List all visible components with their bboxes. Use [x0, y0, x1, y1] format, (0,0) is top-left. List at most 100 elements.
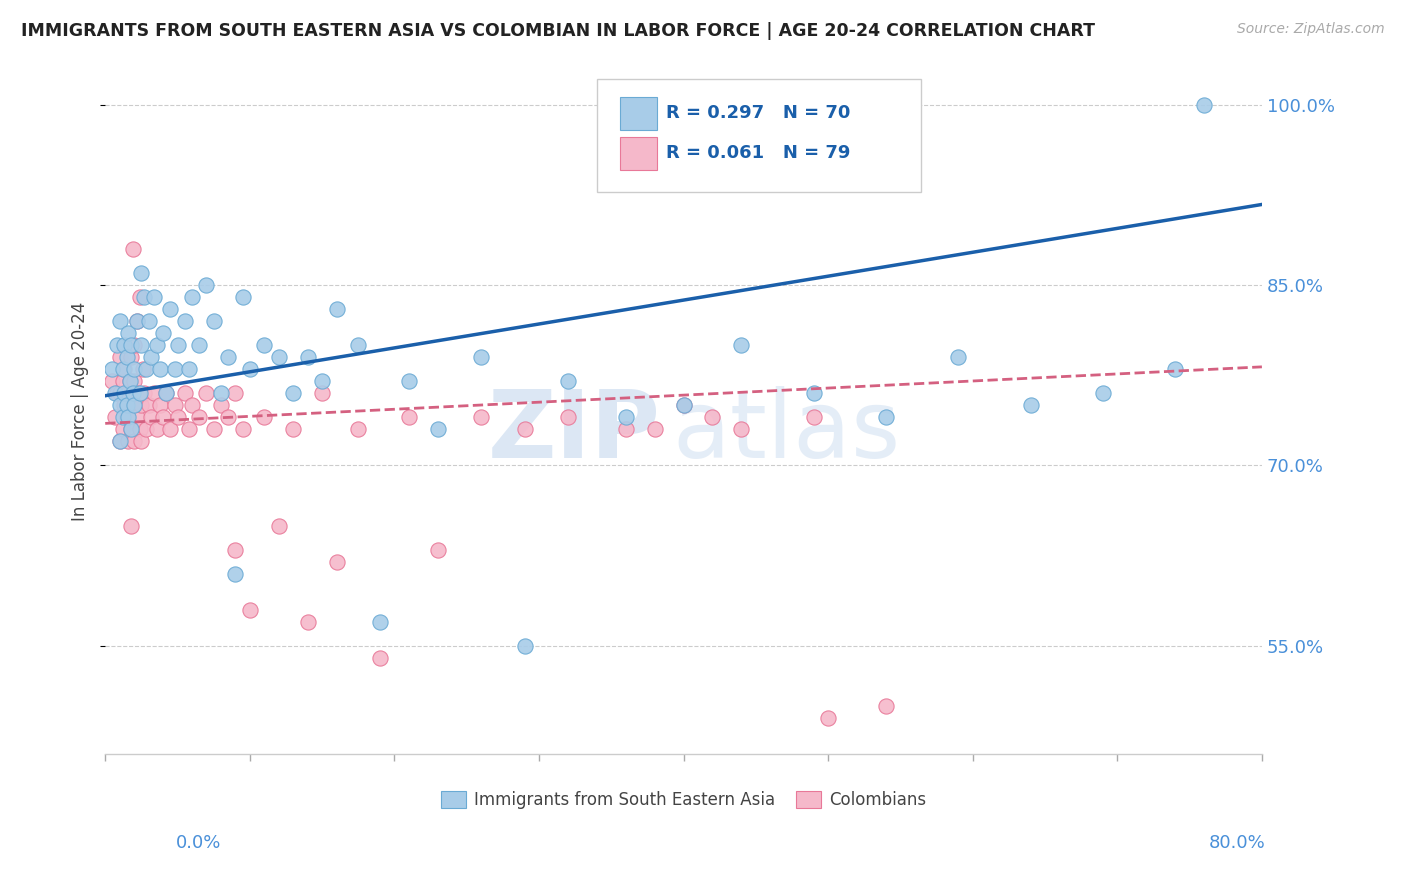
Point — [557, 410, 579, 425]
Point — [253, 410, 276, 425]
Point — [1091, 386, 1114, 401]
Text: atlas: atlas — [672, 386, 900, 478]
Point — [702, 410, 724, 425]
Point — [104, 386, 127, 401]
Point — [224, 566, 246, 581]
Y-axis label: In Labor Force | Age 20-24: In Labor Force | Age 20-24 — [72, 301, 89, 521]
Point — [803, 410, 825, 425]
Text: Source: ZipAtlas.com: Source: ZipAtlas.com — [1237, 22, 1385, 37]
Point — [131, 266, 153, 280]
Point — [177, 422, 200, 436]
Point — [202, 422, 225, 436]
Point — [217, 350, 239, 364]
Point — [111, 422, 134, 436]
Point — [398, 374, 420, 388]
Point — [155, 386, 177, 401]
Point — [347, 338, 370, 352]
Point — [146, 338, 169, 352]
Point — [135, 362, 157, 376]
Text: R = 0.061   N = 79: R = 0.061 N = 79 — [666, 144, 851, 161]
Point — [108, 434, 131, 449]
Point — [155, 386, 177, 401]
Point — [131, 398, 153, 412]
Point — [232, 422, 254, 436]
Point — [138, 314, 160, 328]
Point — [143, 290, 166, 304]
Point — [120, 350, 142, 364]
Point — [311, 386, 333, 401]
Point — [209, 386, 232, 401]
Point — [146, 422, 169, 436]
Legend: Immigrants from South Eastern Asia, Colombians: Immigrants from South Eastern Asia, Colo… — [436, 786, 931, 814]
Point — [188, 338, 211, 352]
Point — [297, 615, 319, 629]
Point — [614, 410, 637, 425]
Point — [108, 434, 131, 449]
Point — [108, 350, 131, 364]
Point — [644, 422, 666, 436]
Point — [149, 362, 172, 376]
Point — [125, 410, 148, 425]
Point — [121, 386, 143, 401]
Point — [134, 386, 156, 401]
Point — [195, 278, 218, 293]
Point — [224, 386, 246, 401]
Point — [1192, 97, 1215, 112]
Point — [217, 410, 239, 425]
Point — [177, 362, 200, 376]
Point — [141, 410, 163, 425]
Point — [163, 362, 186, 376]
Point — [557, 374, 579, 388]
Point — [131, 434, 153, 449]
Point — [132, 362, 155, 376]
Point — [730, 338, 752, 352]
Point — [159, 302, 181, 317]
Point — [159, 422, 181, 436]
Point — [122, 374, 145, 388]
Point — [152, 410, 174, 425]
Point — [117, 386, 139, 401]
Point — [115, 350, 138, 364]
Point — [143, 386, 166, 401]
Point — [118, 374, 141, 388]
Point — [239, 362, 262, 376]
Point — [115, 398, 138, 412]
Point — [173, 386, 195, 401]
Point — [232, 290, 254, 304]
Point — [101, 362, 124, 376]
Point — [426, 422, 449, 436]
Point — [105, 386, 128, 401]
Text: 0.0%: 0.0% — [176, 834, 221, 852]
Point — [614, 422, 637, 436]
Point — [129, 290, 152, 304]
Point — [141, 350, 163, 364]
Text: 80.0%: 80.0% — [1209, 834, 1265, 852]
Point — [283, 422, 305, 436]
Point — [108, 398, 131, 412]
Point — [117, 410, 139, 425]
Point — [239, 603, 262, 617]
Text: IMMIGRANTS FROM SOUTH EASTERN ASIA VS COLOMBIAN IN LABOR FORCE | AGE 20-24 CORRE: IMMIGRANTS FROM SOUTH EASTERN ASIA VS CO… — [21, 22, 1095, 40]
Point — [470, 410, 492, 425]
Point — [209, 398, 232, 412]
Point — [125, 314, 148, 328]
Point — [120, 422, 142, 436]
Point — [129, 386, 152, 401]
Point — [122, 362, 145, 376]
Point — [803, 386, 825, 401]
FancyBboxPatch shape — [620, 137, 657, 170]
Point — [297, 350, 319, 364]
Point — [117, 434, 139, 449]
Point — [202, 314, 225, 328]
Point — [267, 518, 290, 533]
Point — [120, 338, 142, 352]
Point — [181, 290, 204, 304]
Point — [111, 362, 134, 376]
Point — [134, 290, 156, 304]
Point — [283, 386, 305, 401]
Point — [122, 338, 145, 352]
Point — [108, 386, 131, 401]
Point — [104, 410, 127, 425]
Point — [1164, 362, 1187, 376]
Point — [311, 374, 333, 388]
